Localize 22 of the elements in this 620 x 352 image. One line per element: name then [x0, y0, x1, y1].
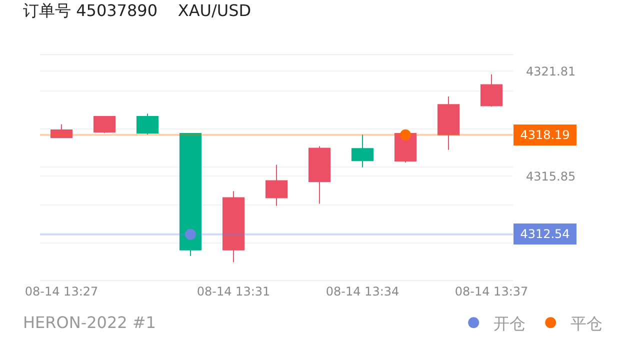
- y-tick-label: 4315.85: [526, 169, 576, 184]
- text: HERON-2022 #1: [23, 313, 156, 332]
- candlestick: [308, 146, 331, 204]
- candlestick: [136, 113, 159, 136]
- ref-line-label: 4318.19: [520, 128, 570, 142]
- candlestick: [437, 96, 460, 150]
- candlestick: [351, 134, 374, 168]
- chart-title: 订单号 45037890 XAU/USD: [23, 1, 252, 20]
- candlestick: [265, 164, 288, 206]
- legend-label: 开仓: [494, 314, 526, 333]
- x-tick-label: 08-14 13:31: [196, 284, 270, 298]
- candlestick: [179, 133, 202, 257]
- candlestick: [50, 124, 73, 138]
- candlestick: [93, 116, 116, 134]
- ref-line-label: 4312.54: [520, 227, 570, 241]
- candlestick: [222, 190, 245, 263]
- legend-label: 平仓: [570, 314, 603, 333]
- candlestick: [480, 74, 503, 108]
- x-tick-label: 08-14 13:34: [326, 284, 400, 298]
- x-tick-label: 08-14 13:27: [24, 284, 98, 298]
- y-tick-label: 4321.81: [526, 64, 576, 78]
- x-tick-label: 08-14 13:37: [454, 284, 528, 298]
